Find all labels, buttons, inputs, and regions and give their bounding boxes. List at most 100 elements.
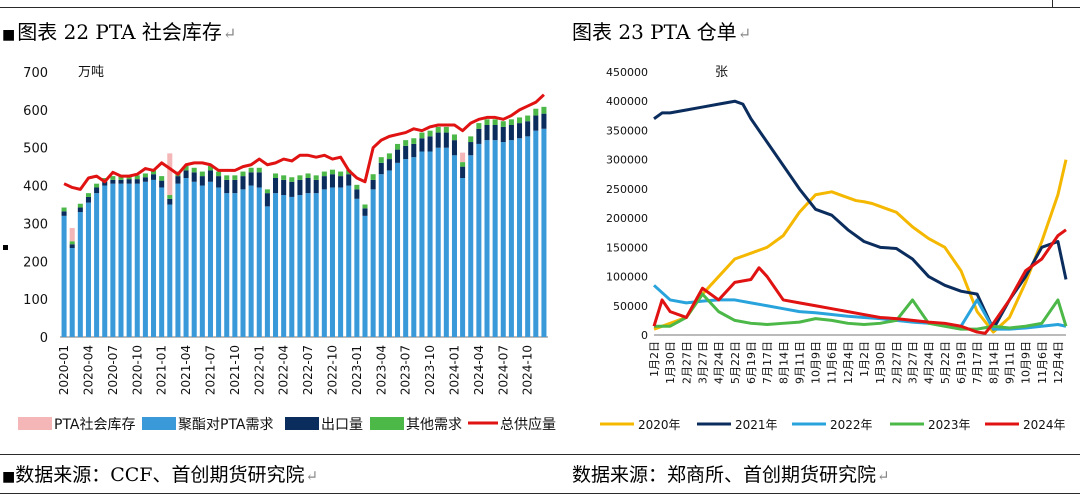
- y-tick-label: 300000: [606, 154, 648, 167]
- export-bar: [85, 196, 91, 203]
- export-bar: [403, 145, 409, 160]
- other-demand-bar: [232, 175, 238, 180]
- legend-other-demand-label: 其他需求: [406, 417, 462, 433]
- other-demand-bar: [159, 176, 165, 181]
- x-tick-label: 1月30日: [874, 341, 887, 384]
- export-bar: [102, 181, 108, 186]
- x-tick-label: 2020-10: [130, 345, 144, 395]
- x-tick-label: 2023-04: [374, 345, 388, 395]
- polyester-demand-bar: [240, 189, 246, 337]
- other-demand-bar: [264, 189, 270, 194]
- y-tick-label: 700: [23, 66, 48, 81]
- export-bar: [224, 179, 230, 194]
- left-caption-title: PTA 社会库存: [95, 20, 222, 44]
- export-bar: [216, 176, 222, 188]
- y-tick-label: 50000: [613, 300, 648, 313]
- polyester-demand-bar: [159, 187, 165, 337]
- return-mark-icon: ↵: [877, 467, 890, 485]
- polyester-demand-bar: [102, 185, 108, 337]
- x-tick-label: 6月19日: [955, 341, 968, 384]
- export-bar: [321, 176, 327, 190]
- export-bar: [264, 193, 270, 207]
- export-bar: [541, 113, 547, 129]
- polyester-demand-bar: [77, 212, 83, 337]
- other-demand-bar: [451, 134, 457, 141]
- polyester-demand-bar: [118, 183, 124, 337]
- polyester-demand-bar: [110, 183, 116, 337]
- x-tick-label: 3月27日: [907, 341, 920, 384]
- polyester-demand-bar: [94, 193, 100, 337]
- export-bar: [386, 159, 392, 171]
- unit-label: 张: [715, 65, 728, 80]
- mid-border: [0, 454, 1080, 455]
- x-tick-label: 2021-10: [228, 345, 242, 395]
- export-bar: [240, 176, 246, 190]
- export-bar: [484, 125, 490, 141]
- export-bar: [297, 179, 303, 196]
- polyester-demand-bar: [525, 136, 531, 337]
- polyester-demand-bar: [167, 204, 173, 337]
- caption-bullet-icon: ■: [2, 27, 16, 43]
- polyester-demand-bar: [460, 178, 466, 337]
- other-demand-bar: [321, 171, 327, 177]
- export-bar: [207, 170, 213, 182]
- export-bar: [305, 178, 311, 194]
- legend-social-inventory-label: PTA社会库存: [54, 417, 135, 433]
- other-demand-bar: [289, 177, 295, 182]
- x-tick-label: 4月24日: [923, 341, 936, 384]
- polyester-demand-bar: [134, 183, 140, 337]
- other-demand-bar: [395, 143, 401, 150]
- polyester-demand-bar: [151, 179, 157, 337]
- series-line-2021年: [653, 99, 1068, 331]
- y-tick-label: 150000: [606, 241, 648, 254]
- x-tick-label: 2021-01: [155, 345, 169, 395]
- x-tick-label: 6月19日: [745, 341, 758, 384]
- export-bar: [313, 179, 319, 194]
- polyester-demand-bar: [199, 185, 205, 337]
- export-bar: [492, 125, 498, 141]
- x-tick-label: 10月9日: [810, 341, 823, 384]
- polyester-demand-bar: [346, 185, 352, 337]
- other-demand-bar: [297, 175, 303, 180]
- other-demand-bar: [256, 167, 262, 173]
- legend-export-label: 出口量: [321, 417, 363, 433]
- other-demand-bar: [427, 130, 433, 137]
- series-line-2023年: [654, 292, 1068, 331]
- bottom-border: [0, 493, 1080, 494]
- polyester-demand-bar: [289, 196, 295, 337]
- polyester-demand-bar: [403, 159, 409, 337]
- legend-label-2021年: 2021年: [735, 418, 778, 432]
- other-demand-bar: [281, 175, 287, 180]
- other-demand-bar: [378, 157, 384, 163]
- export-bar: [354, 189, 360, 199]
- polyester-demand-bar: [224, 193, 230, 337]
- export-bar: [460, 166, 466, 178]
- social-inventory-bar: [167, 153, 173, 196]
- export-bar: [346, 174, 352, 186]
- x-tick-label: 9月11日: [793, 341, 806, 384]
- export-bar: [395, 149, 401, 163]
- x-tick-label: 2020-01: [57, 345, 71, 395]
- export-bar: [248, 172, 254, 186]
- other-demand-bar: [110, 176, 116, 180]
- right-caption-number: 23: [618, 20, 644, 44]
- other-demand-bar: [500, 121, 506, 127]
- export-bar: [362, 208, 368, 216]
- source-bullet-icon: ■: [2, 469, 16, 485]
- polyester-demand-bar: [85, 202, 91, 337]
- polyester-demand-bar: [191, 181, 197, 337]
- x-tick-label: 8月14日: [987, 341, 1000, 384]
- polyester-demand-bar: [484, 140, 490, 337]
- x-tick-label: 2024-07: [496, 345, 510, 395]
- legend-other-demand-swatch: [370, 417, 404, 430]
- x-tick-label: 10月9日: [1020, 341, 1033, 384]
- export-bar: [199, 176, 205, 186]
- other-demand-bar: [134, 175, 140, 180]
- polyester-demand-bar: [281, 195, 287, 337]
- export-bar: [419, 138, 425, 152]
- left-caption: ■ 图表 22 PTA 社会库存↵: [2, 16, 236, 45]
- series-line-2022年: [652, 284, 1067, 331]
- left-side-marker: [3, 245, 8, 250]
- export-bar: [142, 177, 148, 182]
- legend-export-swatch: [285, 417, 319, 430]
